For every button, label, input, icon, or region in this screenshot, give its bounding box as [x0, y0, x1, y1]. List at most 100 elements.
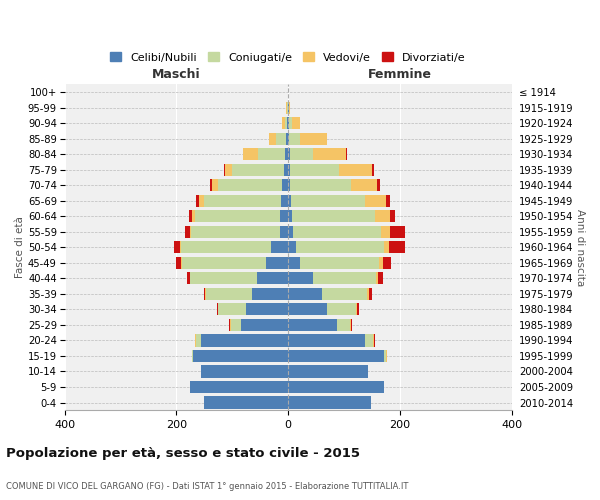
Bar	[376, 272, 378, 284]
Bar	[346, 148, 347, 160]
Bar	[202, 366, 288, 378]
Bar	[288, 334, 365, 346]
Bar	[337, 319, 350, 331]
Bar	[389, 242, 405, 254]
Bar	[288, 242, 296, 254]
Y-axis label: Anni di nascita: Anni di nascita	[575, 209, 585, 286]
Bar	[358, 304, 359, 316]
Bar	[280, 226, 288, 238]
Bar	[246, 304, 288, 316]
Bar	[285, 148, 288, 160]
Bar	[257, 272, 288, 284]
Bar	[350, 180, 377, 192]
Bar	[391, 226, 405, 238]
Bar	[206, 288, 252, 300]
Bar	[391, 210, 395, 222]
Bar	[192, 350, 193, 362]
Bar	[202, 334, 288, 346]
Bar	[179, 242, 181, 254]
Bar	[288, 132, 289, 145]
Bar	[288, 164, 290, 176]
Bar	[365, 334, 373, 346]
Bar	[210, 180, 212, 192]
Bar	[291, 195, 365, 207]
Bar	[196, 195, 199, 207]
Bar	[203, 288, 205, 300]
Bar	[217, 304, 218, 316]
Bar	[293, 226, 382, 238]
Bar	[190, 272, 257, 284]
Bar	[372, 164, 374, 176]
Bar	[288, 366, 368, 378]
Bar	[313, 272, 376, 284]
Bar	[290, 180, 350, 192]
Bar	[379, 257, 383, 269]
Bar	[286, 132, 288, 145]
Bar	[322, 288, 367, 300]
Bar	[369, 288, 372, 300]
Text: COMUNE DI VICO DEL GARGANO (FG) - Dati ISTAT 1° gennaio 2015 - Elaborazione TUTT: COMUNE DI VICO DEL GARGANO (FG) - Dati I…	[6, 482, 409, 491]
Bar	[373, 334, 374, 346]
Text: Popolazione per età, sesso e stato civile - 2015: Popolazione per età, sesso e stato civil…	[6, 448, 360, 460]
Bar	[292, 210, 375, 222]
Bar	[292, 117, 300, 130]
Bar	[350, 319, 352, 331]
Bar	[204, 195, 281, 207]
Bar	[383, 257, 391, 269]
Bar	[266, 257, 288, 269]
Bar	[190, 226, 191, 238]
Bar	[288, 210, 292, 222]
Bar	[284, 164, 288, 176]
Bar	[289, 132, 301, 145]
Bar	[288, 381, 384, 393]
Bar	[181, 257, 182, 269]
Bar	[367, 288, 369, 300]
Bar	[269, 132, 276, 145]
Bar	[288, 396, 371, 408]
Bar	[290, 164, 340, 176]
Bar	[384, 242, 389, 254]
Bar	[386, 195, 390, 207]
Bar	[191, 226, 280, 238]
Legend: Celibi/Nubili, Coniugati/e, Vedovi/e, Divorziati/e: Celibi/Nubili, Coniugati/e, Vedovi/e, Di…	[106, 48, 470, 67]
Bar	[288, 350, 384, 362]
Bar	[182, 257, 266, 269]
Bar	[212, 180, 218, 192]
Bar	[174, 242, 179, 254]
Bar	[252, 288, 288, 300]
Bar	[196, 334, 202, 346]
Bar	[285, 117, 287, 130]
Bar	[280, 210, 288, 222]
Bar	[288, 117, 289, 130]
Bar	[243, 148, 259, 160]
Bar	[224, 164, 226, 176]
Bar	[232, 164, 284, 176]
Bar	[289, 117, 292, 130]
Bar	[189, 210, 192, 222]
Bar	[288, 148, 290, 160]
Bar	[301, 257, 379, 269]
Bar	[377, 180, 380, 192]
Bar	[241, 319, 288, 331]
Bar	[327, 304, 356, 316]
Bar	[365, 195, 386, 207]
Bar	[218, 304, 246, 316]
Bar	[271, 242, 288, 254]
Bar	[287, 117, 288, 130]
Bar	[190, 381, 288, 393]
Bar	[288, 304, 327, 316]
Bar	[301, 132, 327, 145]
Bar	[382, 226, 391, 238]
Bar	[230, 319, 241, 331]
Bar	[290, 148, 313, 160]
Bar	[193, 350, 288, 362]
Bar	[185, 226, 190, 238]
Text: Femmine: Femmine	[368, 68, 432, 82]
Bar	[196, 210, 280, 222]
Bar	[276, 132, 286, 145]
Bar	[313, 148, 346, 160]
Bar	[288, 272, 313, 284]
Bar	[288, 288, 322, 300]
Bar	[204, 396, 288, 408]
Bar	[340, 164, 372, 176]
